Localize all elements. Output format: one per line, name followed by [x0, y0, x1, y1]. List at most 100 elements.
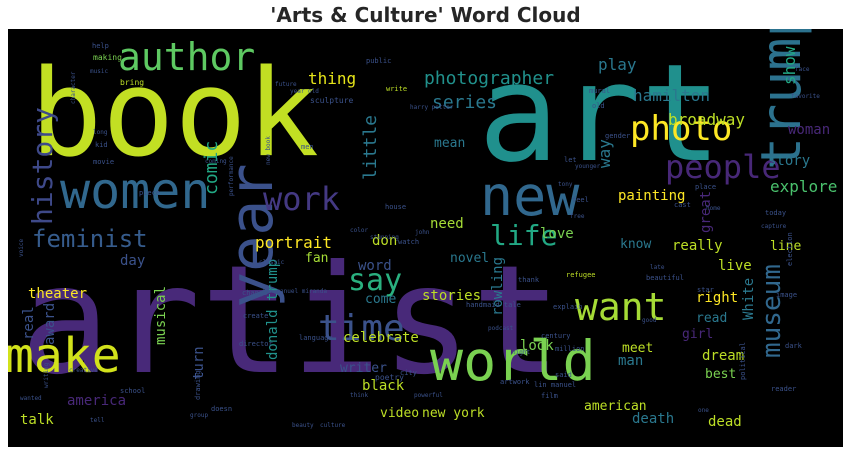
word-poetry: poetry	[375, 373, 404, 382]
word-year: year	[217, 164, 287, 309]
word-beauty: beauty	[292, 422, 314, 429]
word-podcast: podcast	[488, 325, 514, 332]
word-show: show	[780, 46, 799, 85]
word-stunning: stunning	[370, 234, 399, 241]
word-let: let	[564, 156, 577, 164]
word-great: great	[698, 191, 714, 233]
word-comic: comic	[201, 141, 222, 195]
word-dark: dark	[785, 342, 803, 350]
word-write: write	[386, 85, 407, 93]
word-line: line	[770, 239, 801, 254]
word-film: film	[541, 392, 558, 400]
word-american: american	[584, 399, 647, 414]
word-new-york: new york	[422, 406, 485, 421]
word-video: video	[380, 406, 419, 421]
word-real: real	[21, 306, 37, 340]
word-turn: turn	[191, 346, 207, 380]
word-theater: theater	[28, 286, 87, 302]
word-million: million	[555, 345, 585, 353]
word-wanted: wanted	[20, 395, 42, 402]
word-future: future	[275, 81, 297, 88]
word-story: story	[768, 153, 810, 169]
word-harry-potter: harry potter	[410, 104, 454, 111]
word-change: change	[242, 289, 267, 297]
word-life: life	[490, 219, 557, 252]
word-stories: stories	[422, 288, 481, 304]
word-performance: performance	[228, 156, 235, 196]
word-art: art	[478, 35, 722, 192]
word-woman: woman	[788, 122, 830, 138]
word-artwork: artwork	[500, 378, 530, 386]
word-say: say	[348, 263, 402, 298]
word-read: read	[696, 311, 727, 326]
word-girl: girl	[682, 327, 713, 342]
word-movie: movie	[93, 158, 114, 166]
word-men: men	[301, 143, 314, 151]
word-create: create	[243, 312, 268, 320]
word-artist: artist	[20, 234, 562, 408]
word-meet: meet	[622, 341, 653, 356]
word-lin-manuel: lin manuel	[534, 381, 576, 389]
word-director: director	[239, 340, 273, 348]
word-death: death	[632, 411, 674, 427]
word-long: long	[93, 129, 108, 136]
word-make: make	[8, 328, 121, 384]
word-white: White	[741, 278, 757, 320]
word-talk: talk	[20, 412, 54, 428]
word-portrait: portrait	[255, 233, 332, 252]
word-century: century	[541, 332, 571, 340]
word-handmaid-tale: handmaid tale	[466, 301, 521, 309]
word-making: making	[93, 53, 122, 62]
word-said: said	[555, 371, 572, 379]
word-tell: tell	[90, 417, 105, 424]
word-rowling: rowling	[490, 257, 506, 316]
word-school: school	[120, 387, 145, 395]
word-broadway: broadway	[668, 110, 745, 129]
word-musical: musical	[153, 286, 169, 345]
word-thing: thing	[308, 69, 356, 88]
word-fan: fan	[305, 251, 328, 266]
word-author: author	[118, 35, 255, 79]
word-photographer: photographer	[424, 68, 554, 89]
word-really: really	[672, 238, 723, 254]
word-election: election	[786, 232, 794, 266]
word-music: music	[90, 68, 108, 75]
word-explore: explore	[770, 177, 837, 196]
word-younger: younger	[575, 163, 601, 170]
word-reader: reader	[771, 385, 796, 393]
word-book: book	[30, 45, 319, 184]
word-language: language	[299, 334, 333, 342]
word-free: free	[570, 213, 585, 220]
word-donald-trump: donald trump	[265, 259, 281, 360]
word-think: think	[350, 392, 368, 399]
word-political: political	[739, 342, 747, 380]
word-place: place	[695, 183, 716, 191]
word-gender: gender	[605, 132, 630, 140]
word-feel: feel	[572, 196, 589, 204]
word-mural: mural	[589, 87, 610, 95]
word-refugee: refugee	[566, 271, 596, 279]
word-series: series	[432, 92, 497, 113]
word-dream: dream	[702, 348, 744, 364]
word-play: play	[598, 55, 637, 74]
word-lin-manuel-miranda: lin manuel miranda	[262, 288, 327, 295]
word-creative: creative	[69, 367, 98, 374]
word-bring: bring	[120, 78, 144, 87]
word-kid: kid	[95, 141, 108, 149]
word-feminist: feminist	[32, 225, 148, 253]
word-drawing: drawing	[194, 370, 202, 400]
word-tony: tony	[558, 181, 573, 188]
word-cast: cast	[674, 201, 691, 209]
word-women: women	[60, 162, 211, 220]
word-beautiful: beautiful	[646, 274, 684, 282]
word-trump: trump	[749, 29, 813, 170]
word-new: new	[480, 164, 580, 228]
word-novel: novel	[450, 251, 489, 266]
word-old: old	[592, 102, 605, 110]
word-favorite: favorite	[791, 93, 820, 100]
word-late: late	[650, 264, 665, 271]
word-know: know	[620, 237, 651, 252]
word-explain: explain	[553, 303, 583, 311]
word-little: little	[360, 115, 381, 180]
